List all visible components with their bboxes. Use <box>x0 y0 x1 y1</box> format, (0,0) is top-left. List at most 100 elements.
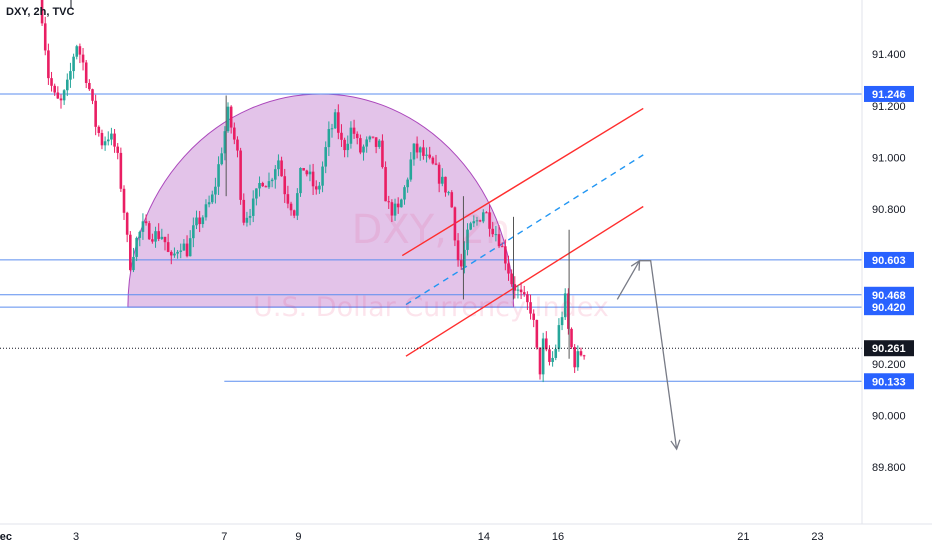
candle-body <box>425 154 428 156</box>
candle-body <box>441 176 444 184</box>
candle-body <box>302 168 305 171</box>
candle-body <box>321 166 324 186</box>
candle-body <box>485 212 488 214</box>
candle-body <box>384 167 387 202</box>
candle-body <box>251 198 255 216</box>
arrow-head-down <box>670 439 681 451</box>
channel-mid-line <box>405 154 644 306</box>
candle-body <box>390 202 394 216</box>
channel-upper-line <box>401 107 644 257</box>
candle-body <box>513 284 517 291</box>
candle-body <box>113 133 116 147</box>
candle-body <box>532 313 535 320</box>
y-tick-label: 89.800 <box>872 462 906 474</box>
y-tick-label: 90.800 <box>872 204 906 216</box>
candle-body <box>47 50 50 79</box>
candle-body <box>488 212 491 229</box>
candle-body <box>311 171 315 187</box>
candle-body <box>135 237 138 257</box>
candle-body <box>62 90 66 101</box>
x-tick-label: 21 <box>737 531 749 543</box>
current-price-label: 90.261 <box>872 343 906 355</box>
candle-body <box>110 133 113 140</box>
candle-body <box>412 143 416 160</box>
candle-body <box>308 171 312 175</box>
candle-body <box>504 246 507 264</box>
y-tick-label: 91.200 <box>872 101 906 113</box>
candle-body <box>103 141 107 146</box>
candle-body <box>248 215 252 218</box>
level-badge-label: 90.133 <box>872 376 906 388</box>
candle-body <box>91 89 94 101</box>
candle-body <box>327 129 331 148</box>
candle-body <box>242 199 246 223</box>
candle-body <box>541 338 545 375</box>
candle-body <box>510 273 513 285</box>
candle-body <box>185 243 189 257</box>
candle-body <box>97 126 101 133</box>
candle-body <box>173 253 176 256</box>
candle-body <box>548 349 551 362</box>
level-badge-label: 90.420 <box>872 302 906 314</box>
candle-body <box>324 147 328 167</box>
candle-body <box>280 160 283 177</box>
candle-body <box>166 242 170 252</box>
candle-body <box>387 201 391 203</box>
candle-body <box>337 112 340 133</box>
candle-body <box>403 187 406 200</box>
candle-body <box>466 229 469 250</box>
candle-body <box>579 351 583 356</box>
x-tick-label: 23 <box>811 531 823 543</box>
candle-body <box>192 225 195 239</box>
candle-body <box>573 347 576 368</box>
candle-body <box>522 292 526 295</box>
channel-lower-line <box>405 205 644 357</box>
price-axis[interactable]: 91.400 91.200 91.000 90.800 90.200 90.000 89.8… <box>864 49 914 474</box>
time-axis[interactable]: Dec 3 7 9 14 16 21 23 <box>0 531 824 543</box>
candle-body <box>428 154 432 158</box>
candle-body <box>570 328 573 348</box>
candle-body <box>554 349 558 358</box>
y-tick-label: 90.200 <box>872 359 906 371</box>
candle-body <box>106 139 110 142</box>
candle-body <box>125 212 129 235</box>
candle-body <box>84 62 88 83</box>
candle-body <box>567 293 570 329</box>
candle-body <box>538 347 542 375</box>
candle-body <box>169 251 173 256</box>
candle-body <box>138 231 142 238</box>
candle-body <box>40 0 44 24</box>
level-badge <box>864 299 914 316</box>
candle-body <box>217 164 220 187</box>
y-tick-label: 91.000 <box>872 152 906 164</box>
candle-body <box>519 289 523 293</box>
candle-body <box>444 176 447 193</box>
candle-body <box>163 236 167 243</box>
candle-body <box>210 194 214 203</box>
candle-body <box>463 249 466 267</box>
candle-body <box>233 127 236 140</box>
candle-body <box>415 143 419 153</box>
candle-body <box>50 78 53 86</box>
candle-body <box>469 223 472 230</box>
current-price-badge <box>864 340 914 357</box>
candle-body <box>81 54 85 63</box>
y-tick-label: 91.400 <box>872 49 906 61</box>
candle-body <box>151 239 154 242</box>
candle-body <box>292 210 296 216</box>
candle-body <box>94 100 97 127</box>
candle-body <box>283 176 287 195</box>
candle-body <box>65 79 69 91</box>
level-badge <box>864 85 914 102</box>
candle-body <box>346 143 350 151</box>
candle-body <box>318 185 321 190</box>
candle-body <box>296 193 299 216</box>
candle-body <box>330 128 334 130</box>
x-tick-label: 16 <box>552 531 564 543</box>
candle-body <box>198 217 201 225</box>
candle-body <box>226 106 230 132</box>
candle-body <box>368 136 372 140</box>
candle-body <box>422 147 425 156</box>
candle-body <box>78 46 82 55</box>
